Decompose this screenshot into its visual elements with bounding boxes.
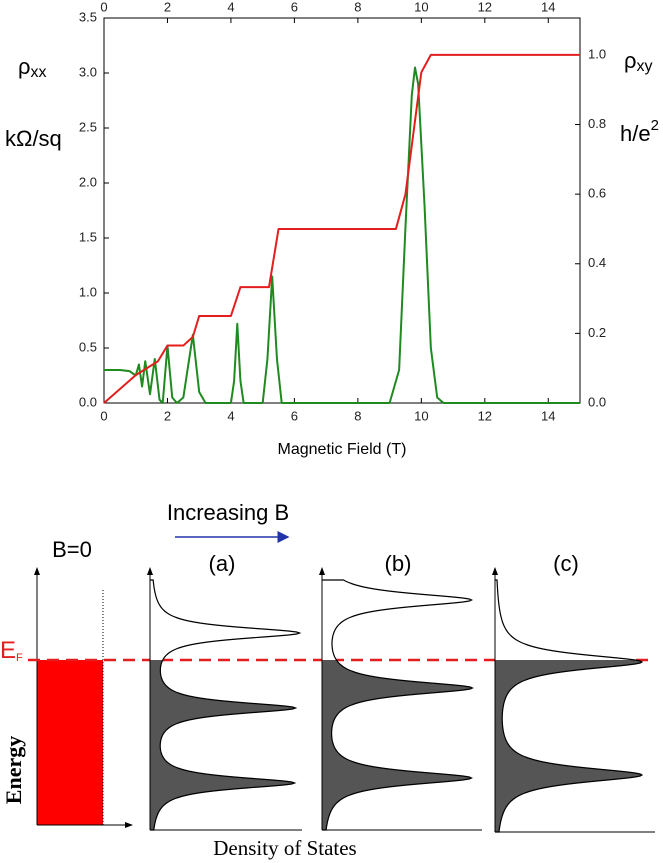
energy-label: Energy bbox=[1, 736, 26, 804]
b0-label: B=0 bbox=[52, 537, 92, 562]
chart: ρxx kΩ/sq ρxy h/e2 Magnetic Field (T) 00… bbox=[5, 0, 659, 458]
y2-label-symbol: ρ bbox=[624, 48, 637, 73]
y-tick-label: 1.5 bbox=[79, 229, 97, 244]
x-tick-label: 2 bbox=[164, 408, 171, 423]
y2-tick-label: 1.0 bbox=[588, 46, 606, 61]
y2-label-superscript: 2 bbox=[651, 117, 659, 134]
y-label-unit: kΩ/sq bbox=[5, 126, 62, 151]
y-axis-symbol: ρxx bbox=[18, 54, 47, 81]
series-line bbox=[104, 66, 580, 404]
y2-tick-label: 0.2 bbox=[588, 325, 606, 340]
y2-tick-label: 0.0 bbox=[588, 394, 606, 409]
x-tick-label: 10 bbox=[414, 408, 428, 423]
x-axis-label: Magnetic Field (T) bbox=[278, 441, 407, 458]
y2-axis-symbol: ρxy bbox=[624, 48, 653, 75]
filled-states bbox=[37, 660, 103, 825]
y2-label-unit: h/e bbox=[620, 121, 651, 146]
increasing-label: Increasing B bbox=[167, 500, 289, 525]
x-tick-label: 6 bbox=[291, 408, 298, 423]
y-tick-label: 0.5 bbox=[79, 339, 97, 354]
x-top-tick-label: 4 bbox=[227, 0, 234, 14]
y-label-symbol: ρ bbox=[18, 54, 31, 79]
x-top-tick-label: 14 bbox=[541, 0, 555, 14]
y2-label-subscript: xy bbox=[637, 58, 653, 75]
panel-label: (a) bbox=[209, 551, 236, 576]
y-tick-label: 2.0 bbox=[79, 174, 97, 189]
diagram: Increasing B B=0 (a) (b) (c) EF Energy D… bbox=[0, 500, 655, 860]
x-top-tick-label: 10 bbox=[414, 0, 428, 14]
y2-tick-label: 0.8 bbox=[588, 116, 606, 131]
y-label-subscript: xx bbox=[31, 64, 47, 81]
y2-tick-label: 0.4 bbox=[588, 255, 606, 270]
x-tick-label: 0 bbox=[100, 408, 107, 423]
filled-dos bbox=[495, 660, 642, 832]
panel-label: (b) bbox=[385, 551, 412, 576]
x-top-tick-label: 8 bbox=[354, 0, 361, 14]
x-tick-label: 4 bbox=[227, 408, 234, 423]
y-tick-label: 3.0 bbox=[79, 64, 97, 79]
fermi-label: EF bbox=[0, 637, 23, 664]
x-tick-label: 12 bbox=[478, 408, 492, 423]
dos-outline bbox=[322, 579, 474, 831]
x-top-tick-label: 6 bbox=[291, 0, 298, 14]
dos-label: Density of States bbox=[213, 836, 356, 860]
filled-dos bbox=[322, 660, 473, 830]
dos-outline bbox=[495, 579, 644, 833]
x-tick-label: 14 bbox=[541, 408, 555, 423]
dos-outline bbox=[150, 579, 302, 831]
x-tick-label: 8 bbox=[354, 408, 361, 423]
x-top-tick-label: 0 bbox=[100, 0, 107, 14]
panel-label: (c) bbox=[553, 551, 579, 576]
y-tick-label: 2.5 bbox=[79, 119, 97, 134]
series-line bbox=[103, 53, 580, 404]
x-top-tick-label: 12 bbox=[478, 0, 492, 14]
filled-dos bbox=[150, 660, 296, 830]
fermi-symbol: E bbox=[0, 637, 16, 664]
fermi-subscript: F bbox=[16, 652, 23, 664]
y-tick-label: 3.5 bbox=[79, 9, 97, 24]
x-top-tick-label: 2 bbox=[164, 0, 171, 14]
y-tick-label: 0.0 bbox=[79, 394, 97, 409]
y-tick-label: 1.0 bbox=[79, 284, 97, 299]
y2-axis-unit: h/e2 bbox=[620, 117, 659, 146]
y2-tick-label: 0.6 bbox=[588, 186, 606, 201]
